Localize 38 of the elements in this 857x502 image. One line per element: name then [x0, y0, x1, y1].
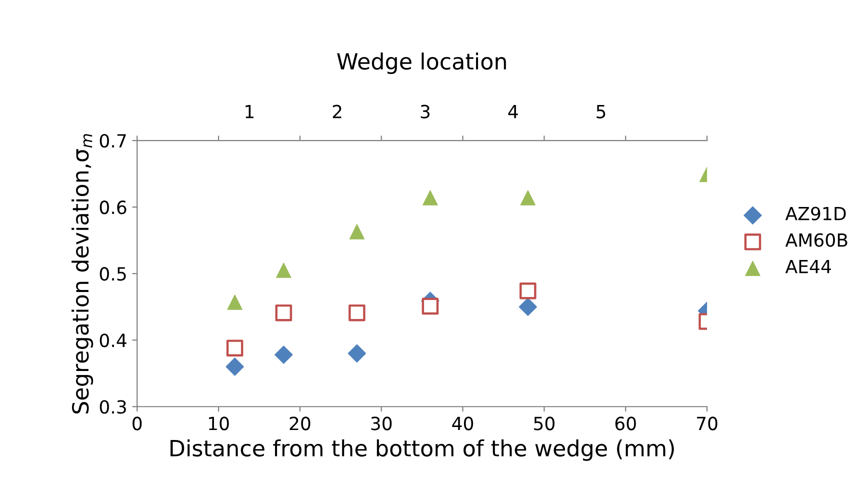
y-axis-title: Segregation deviation,σ$_{m}$ [72, 134, 94, 414]
legend-label: AM60B [785, 233, 848, 247]
point [276, 262, 292, 278]
point [348, 344, 366, 363]
point [348, 304, 366, 322]
x-tick-label: 10 [209, 416, 229, 430]
x-axis-title: Distance from the bottom of the wedge (mm) [170, 439, 674, 461]
y-tick-label: 0.7 [100, 134, 126, 148]
point [227, 294, 242, 310]
text: 5 [596, 105, 606, 118]
x-tick-label: 30 [371, 416, 392, 430]
x2-axis-title: Wedge location [337, 52, 506, 74]
text: 3 [420, 104, 430, 118]
y-tick-label: 0.4 [100, 334, 126, 348]
x-tick-label: 20 [290, 416, 310, 430]
x-tick-label: 0 [132, 416, 142, 430]
point [274, 346, 293, 364]
x-tick-label: 40 [452, 416, 474, 430]
point [226, 358, 244, 376]
x-tick-label: 60 [615, 416, 636, 430]
legend-label: AZ91D [785, 206, 846, 220]
text: 2 [332, 104, 342, 118]
point [518, 298, 538, 316]
text: 4 [508, 105, 518, 118]
y-tick-label: 0.3 [100, 400, 126, 414]
point [422, 190, 438, 206]
y-tick-label: 0.6 [100, 200, 126, 214]
x-tick-label: 50 [534, 416, 554, 430]
point [520, 190, 536, 206]
text: 1 [246, 105, 254, 118]
point [422, 298, 439, 315]
y-tick-label: 0.5 [100, 267, 126, 281]
point [275, 304, 292, 322]
legend-label: AE44 [785, 260, 831, 274]
point [349, 224, 365, 240]
point [520, 282, 536, 300]
x-tick-label: 70 [697, 416, 718, 430]
point [226, 340, 244, 356]
